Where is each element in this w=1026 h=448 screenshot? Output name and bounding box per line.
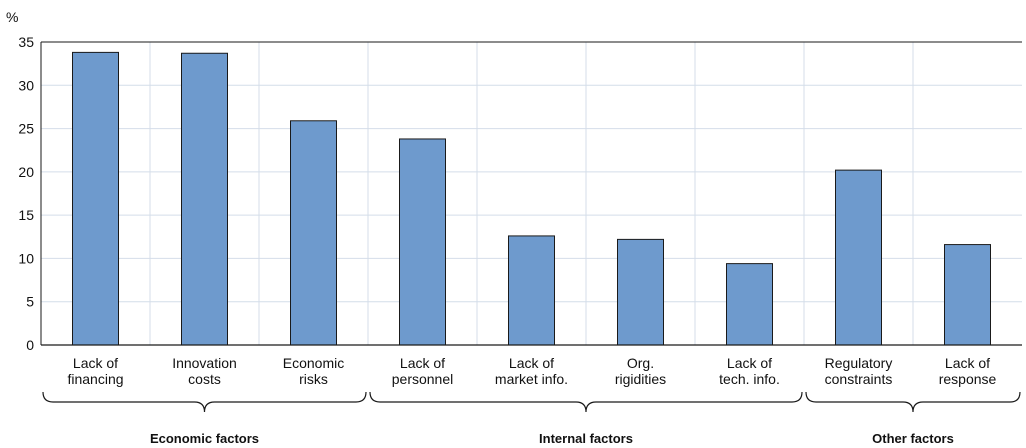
y-tick-label: 35 [18, 34, 34, 50]
y-tick-label: 15 [18, 207, 34, 223]
y-tick-label: 20 [18, 164, 34, 180]
y-tick-label: 25 [18, 121, 34, 137]
category-label: Innovation [172, 355, 237, 371]
category-label: Lack of [945, 355, 990, 371]
category-label: Economic [283, 355, 344, 371]
category-label: market info. [495, 371, 568, 387]
category-label: Lack of [727, 355, 772, 371]
category-label: risks [299, 371, 328, 387]
bars [72, 51, 991, 346]
bar [181, 52, 228, 346]
group-brace [369, 391, 803, 413]
y-tick-label: 5 [26, 294, 34, 310]
category-label: Lack of [400, 355, 445, 371]
category-label: Lack of [73, 355, 118, 371]
group-label: Internal factors [539, 431, 633, 446]
bar [399, 138, 446, 346]
y-axis-unit-label: % [6, 9, 18, 25]
group-label: Other factors [872, 431, 954, 446]
y-tick-label: 10 [18, 250, 34, 266]
category-label: Lack of [509, 355, 554, 371]
category-label: Regulatory [825, 355, 893, 371]
category-label: rigidities [615, 371, 666, 387]
category-labels: Lack offinancingInnovationcostsEconomicr… [67, 355, 996, 387]
category-label: Org. [627, 355, 654, 371]
bar [290, 120, 337, 346]
group-label: Economic factors [150, 431, 259, 446]
category-label: personnel [392, 371, 454, 387]
category-label: tech. info. [719, 371, 780, 387]
group-brace [805, 391, 1021, 413]
group-braces: Economic factors Internal factors Other fa… [42, 391, 1021, 446]
y-tick-label: 30 [18, 77, 34, 93]
axes: 0 5 10 15 20 25 30 35 [18, 34, 1022, 353]
bar [508, 235, 555, 346]
bar [726, 263, 773, 346]
bar [944, 244, 991, 346]
category-label: costs [188, 371, 221, 387]
bar [617, 238, 664, 346]
y-tick-label: 0 [26, 337, 34, 353]
category-label: response [939, 371, 997, 387]
bar [835, 169, 882, 346]
group-brace [42, 391, 367, 413]
category-label: financing [67, 371, 123, 387]
bar [72, 51, 119, 346]
category-label: constraints [825, 371, 893, 387]
